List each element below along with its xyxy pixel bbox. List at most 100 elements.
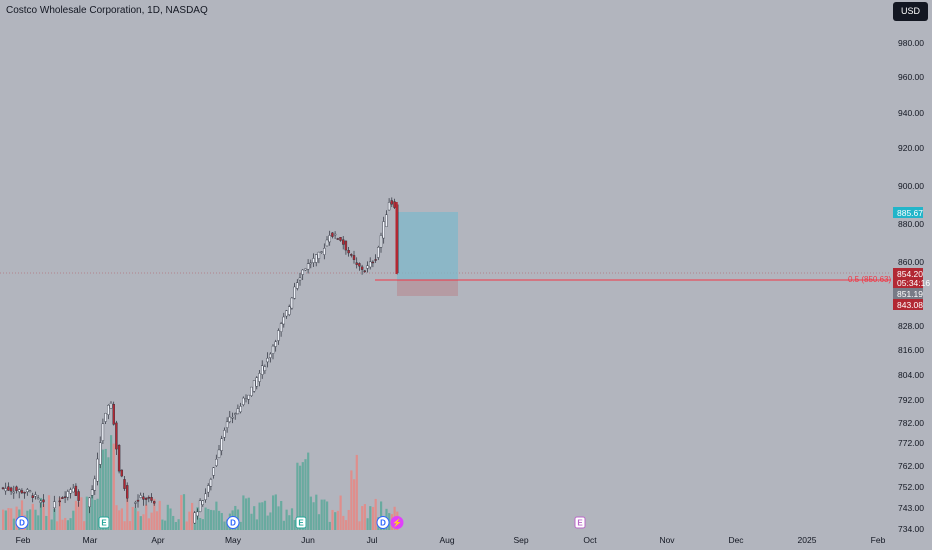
- candle-up: [66, 491, 70, 498]
- x-tick-label: Aug: [439, 535, 454, 545]
- volume-bar: [369, 506, 372, 530]
- volume-bar: [258, 502, 261, 530]
- candle-up: [242, 397, 245, 405]
- candle-down: [23, 491, 26, 494]
- candle-up: [298, 277, 302, 281]
- candle-up: [198, 500, 202, 512]
- volume-bar: [180, 495, 183, 530]
- candle-up: [312, 258, 315, 263]
- price-tag: [893, 268, 923, 279]
- volume-bar: [253, 506, 256, 530]
- dividend-marker[interactable]: [376, 516, 390, 529]
- y-tick-label: 880.00: [898, 219, 924, 229]
- volume-bar: [85, 496, 88, 530]
- volume-bar: [361, 506, 364, 530]
- candle-down: [342, 239, 345, 245]
- candle-down: [336, 238, 339, 240]
- y-tick-label: 804.00: [898, 370, 924, 380]
- volume-bar: [80, 497, 83, 530]
- earnings-marker[interactable]: [574, 516, 586, 529]
- volume-bar: [320, 499, 323, 530]
- volume-bar: [274, 494, 277, 530]
- candle-up: [328, 235, 331, 243]
- event-marker-label: E: [101, 519, 107, 528]
- candle-up: [236, 408, 240, 415]
- split-marker[interactable]: [390, 516, 404, 529]
- candle-down: [395, 202, 398, 274]
- volume-bar: [120, 508, 123, 530]
- volume-bar: [299, 465, 302, 530]
- candle-up: [201, 500, 205, 505]
- volume-bar: [301, 462, 304, 530]
- event-marker-label: E: [577, 519, 583, 528]
- price-tag-label: 843.08: [897, 300, 923, 310]
- volume-bar: [239, 521, 242, 530]
- y-tick-label: 792.00: [898, 395, 924, 405]
- candle-up: [315, 254, 318, 263]
- volume-bar: [261, 502, 264, 530]
- candle-up: [282, 316, 285, 325]
- candle-up: [28, 490, 32, 493]
- volume-bar: [12, 518, 15, 530]
- candle-down: [352, 255, 356, 260]
- candle-up: [96, 458, 99, 482]
- candle-up: [366, 265, 369, 269]
- volume-bar: [93, 499, 96, 530]
- candle-up: [90, 489, 94, 496]
- candle-down: [115, 422, 118, 450]
- dividend-marker[interactable]: [15, 516, 29, 529]
- x-tick-label: Jun: [301, 535, 315, 545]
- volume-bar: [207, 508, 210, 530]
- volume-bar: [131, 506, 134, 530]
- candle-up: [263, 366, 267, 371]
- volume-bar: [174, 521, 177, 530]
- candle-up: [107, 405, 110, 415]
- candle-up: [239, 406, 242, 413]
- y-tick-label: 980.00: [898, 38, 924, 48]
- volume-bar: [61, 519, 64, 530]
- earnings-marker[interactable]: [98, 516, 110, 529]
- x-tick-label: Feb: [16, 535, 31, 545]
- x-tick-label: 2025: [798, 535, 817, 545]
- earnings-marker[interactable]: [295, 516, 307, 529]
- volume-bar: [69, 518, 72, 530]
- candle-up: [39, 500, 42, 503]
- volume-bar: [366, 518, 369, 530]
- currency-button[interactable]: USD: [893, 2, 928, 21]
- dividend-marker[interactable]: [226, 516, 240, 529]
- candle-up: [4, 488, 7, 492]
- y-tick-label: 762.00: [898, 461, 924, 471]
- volume-bar: [304, 459, 307, 530]
- volume-bar: [277, 506, 280, 530]
- candle-up: [385, 214, 388, 227]
- x-tick-label: Oct: [583, 535, 597, 545]
- candle-up: [323, 248, 326, 255]
- volume-bar: [285, 509, 288, 530]
- candle-up: [293, 286, 296, 299]
- y-tick-label: 752.00: [898, 482, 924, 492]
- volume-bar: [363, 504, 366, 530]
- event-marker-label: E: [298, 519, 304, 528]
- candle-up: [196, 511, 199, 517]
- candle-up: [377, 247, 380, 258]
- candle-up: [244, 398, 248, 400]
- volume-bar: [331, 509, 334, 530]
- candle-up: [88, 497, 91, 508]
- volume-bar: [166, 504, 169, 530]
- candle-up: [220, 438, 223, 451]
- volume-bar: [2, 509, 5, 530]
- candle-up: [258, 373, 261, 382]
- volume-bar: [247, 497, 250, 530]
- y-axis: 980.00 960.00 940.00 920.00 900.00 880.00 860.…: [898, 38, 924, 534]
- candle-up: [304, 268, 307, 271]
- x-tick-label: Dec: [728, 535, 744, 545]
- candle-up: [12, 491, 16, 494]
- volume-bar: [169, 508, 172, 530]
- volume-bar: [215, 501, 218, 530]
- candle-up: [255, 377, 259, 387]
- y-tick-label: 860.00: [898, 257, 924, 267]
- candle-down: [58, 500, 61, 503]
- candle-up: [18, 489, 21, 492]
- candle-down: [360, 266, 364, 270]
